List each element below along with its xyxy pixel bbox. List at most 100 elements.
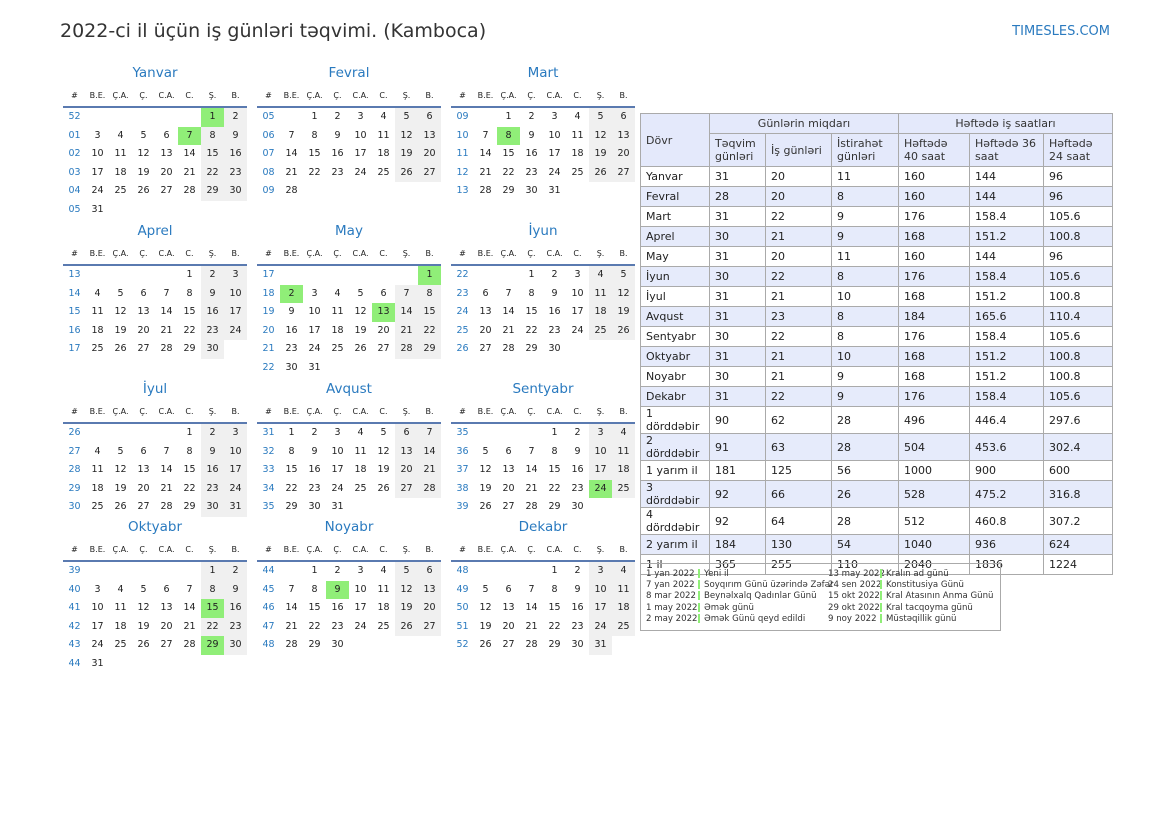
day-cell[interactable]: 15 — [548, 464, 561, 476]
day-cell[interactable]: 12 — [137, 602, 150, 614]
day-cell[interactable]: 30 — [331, 639, 344, 651]
day-cell[interactable]: 20 — [160, 620, 173, 632]
day-cell[interactable]: 21 — [479, 166, 492, 178]
day-cell[interactable]: 8 — [201, 580, 224, 600]
day-cell[interactable]: 23 — [201, 321, 224, 341]
day-cell[interactable]: 19 — [479, 482, 492, 494]
day-cell[interactable]: 27 — [137, 343, 150, 355]
day-cell[interactable]: 23 — [571, 620, 584, 632]
day-cell[interactable]: 10 — [224, 284, 247, 304]
day-cell[interactable]: 8 — [311, 129, 318, 141]
day-cell[interactable]: 19 — [137, 620, 150, 632]
day-cell[interactable]: 21 — [285, 166, 298, 178]
day-cell[interactable]: 16 — [331, 602, 344, 614]
day-cell[interactable]: 16 — [571, 602, 584, 614]
day-cell[interactable]: 26 — [137, 639, 150, 651]
day-cell[interactable]: 27 — [479, 343, 492, 355]
day-cell[interactable]: 8 — [528, 287, 535, 299]
day-cell[interactable]: 23 — [331, 166, 344, 178]
day-cell[interactable]: 23 — [548, 324, 561, 336]
day-cell[interactable]: 3 — [357, 111, 364, 122]
day-cell[interactable]: 6 — [418, 108, 441, 127]
day-cell[interactable]: 20 — [612, 145, 635, 164]
day-cell[interactable]: 6 — [482, 287, 489, 299]
day-cell[interactable]: 5 — [140, 129, 147, 141]
day-cell[interactable]: 26 — [479, 501, 492, 513]
day-cell[interactable]: 29 — [201, 182, 224, 201]
day-cell[interactable]: 28 — [160, 501, 173, 513]
day-cell[interactable]: 16 — [201, 461, 224, 480]
day-cell[interactable]: 25 — [377, 620, 390, 632]
day-cell[interactable]: 11 — [612, 442, 635, 462]
day-cell[interactable]: 30 — [571, 501, 584, 513]
day-cell[interactable]: 22 — [502, 166, 515, 178]
day-cell[interactable]: 2 — [311, 427, 318, 438]
day-cell[interactable]: 7 — [288, 583, 295, 595]
day-cell[interactable]: 14 — [183, 602, 196, 614]
day-cell[interactable]: 29 — [183, 501, 196, 513]
day-cell[interactable]: 4 — [94, 287, 101, 299]
day-cell[interactable]: 6 — [505, 583, 512, 595]
day-cell[interactable]: 9 — [288, 306, 295, 318]
day-cell[interactable]: 31 — [308, 361, 321, 373]
day-cell[interactable]: 15 — [285, 464, 298, 476]
day-cell[interactable]: 14 — [525, 464, 538, 476]
day-cell[interactable]: 13 — [372, 303, 395, 322]
day-cell[interactable]: 13 — [160, 148, 173, 160]
day-cell[interactable]: 5 — [380, 427, 387, 438]
day-cell[interactable]: 21 — [525, 482, 538, 494]
day-cell[interactable]: 11 — [91, 306, 104, 318]
day-cell[interactable]: 19 — [377, 464, 390, 476]
day-cell[interactable]: 10 — [224, 442, 247, 462]
day-cell[interactable]: 13 — [418, 126, 441, 146]
day-cell[interactable]: 16 — [224, 145, 247, 164]
day-cell[interactable]: 16 — [285, 324, 298, 336]
site-link[interactable]: TIMESLES.COM — [1012, 24, 1110, 39]
day-cell[interactable]: 23 — [571, 482, 584, 494]
day-cell[interactable]: 1 — [311, 111, 318, 122]
day-cell[interactable]: 24 — [91, 639, 104, 651]
day-cell[interactable]: 4 — [612, 562, 635, 581]
day-cell[interactable]: 30 — [285, 361, 298, 373]
day-cell[interactable]: 16 — [548, 306, 561, 318]
day-cell[interactable]: 9 — [224, 580, 247, 600]
day-cell[interactable]: 20 — [377, 324, 390, 336]
day-cell[interactable]: 19 — [354, 324, 367, 336]
day-cell[interactable]: 26 — [589, 163, 612, 183]
day-cell[interactable]: 2 — [280, 284, 303, 304]
day-cell[interactable]: 13 — [479, 306, 492, 318]
day-cell[interactable]: 28 — [183, 185, 196, 197]
day-cell[interactable]: 13 — [137, 306, 150, 318]
day-cell[interactable]: 21 — [160, 324, 173, 336]
day-cell[interactable]: 10 — [354, 129, 367, 141]
day-cell[interactable]: 8 — [186, 287, 193, 299]
day-cell[interactable]: 5 — [117, 287, 124, 299]
day-cell[interactable]: 19 — [612, 303, 635, 322]
day-cell[interactable]: 23 — [308, 482, 321, 494]
day-cell[interactable]: 3 — [589, 424, 612, 443]
day-cell[interactable]: 16 — [525, 148, 538, 160]
day-cell[interactable]: 17 — [589, 461, 612, 480]
day-cell[interactable]: 27 — [502, 501, 515, 513]
day-cell[interactable]: 3 — [311, 287, 318, 299]
day-cell[interactable]: 14 — [395, 303, 418, 322]
day-cell[interactable]: 18 — [589, 303, 612, 322]
day-cell[interactable]: 19 — [114, 482, 127, 494]
day-cell[interactable]: 14 — [160, 306, 173, 318]
day-cell[interactable]: 23 — [285, 343, 298, 355]
day-cell[interactable]: 13 — [418, 580, 441, 600]
day-cell[interactable]: 30 — [201, 340, 224, 359]
day-cell[interactable]: 24 — [224, 321, 247, 341]
day-cell[interactable]: 25 — [331, 343, 344, 355]
day-cell[interactable]: 4 — [589, 266, 612, 285]
day-cell[interactable]: 28 — [160, 343, 173, 355]
day-cell[interactable]: 11 — [612, 580, 635, 600]
day-cell[interactable]: 2 — [574, 427, 581, 438]
day-cell[interactable]: 4 — [380, 111, 387, 122]
day-cell[interactable]: 30 — [224, 636, 247, 655]
day-cell[interactable]: 31 — [548, 185, 561, 197]
day-cell[interactable]: 1 — [288, 427, 295, 438]
day-cell[interactable]: 22 — [201, 617, 224, 637]
day-cell[interactable]: 10 — [589, 442, 612, 462]
day-cell[interactable]: 28 — [479, 185, 492, 197]
